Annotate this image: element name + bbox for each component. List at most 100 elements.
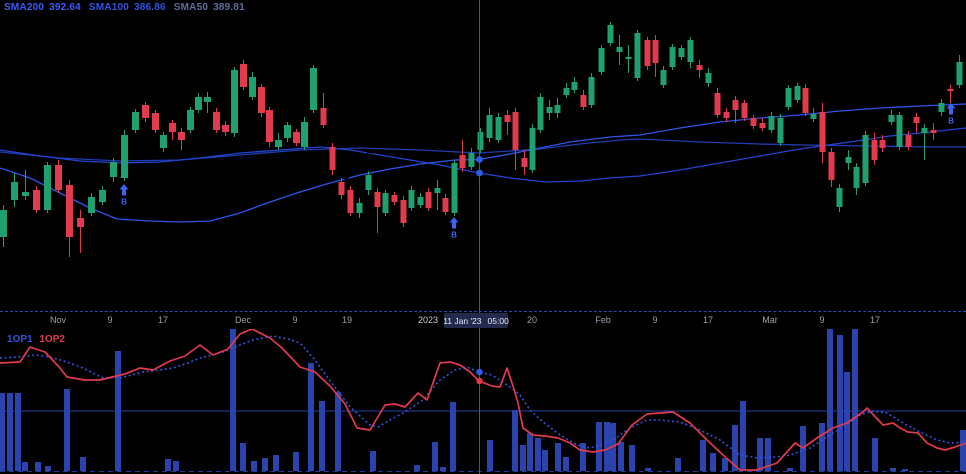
price-pane[interactable]: B S S B S B SMA200 392.64 SMA100 386.86 SMA50 38…	[0, 0, 966, 311]
candle-body	[293, 132, 300, 143]
sell-arrow-icon	[364, 160, 374, 172]
volume-bar	[240, 443, 246, 471]
candle-body	[320, 108, 327, 125]
time-axis-label: 9	[652, 315, 658, 325]
candle-body	[275, 140, 282, 147]
crosshair-op1-dot	[476, 368, 483, 376]
sma50-line	[0, 103, 966, 223]
candle-body	[687, 40, 694, 62]
volume-bar	[542, 450, 548, 471]
volume-bar	[700, 440, 706, 471]
sma100-label[interactable]: SMA100	[88, 2, 129, 13]
buy-arrow-icon	[119, 184, 129, 196]
candle-body	[705, 73, 712, 83]
candle-body	[634, 33, 641, 78]
volume-bar	[64, 389, 70, 471]
op2-label[interactable]: 1OP2	[39, 334, 65, 345]
candle-body	[382, 193, 389, 213]
candle-body	[495, 117, 502, 140]
candle-body	[160, 135, 167, 148]
candle-body	[11, 182, 18, 200]
volume-bar	[890, 468, 896, 471]
sma200-label[interactable]: SMA200	[4, 2, 45, 13]
volume-bar	[0, 393, 5, 471]
volume-bar	[308, 363, 314, 471]
candle-body	[956, 62, 963, 85]
candle-body	[616, 47, 623, 52]
volume-oscillator-pane[interactable]: 1OP1 1OP2	[0, 329, 966, 474]
volume-bar	[580, 443, 586, 471]
candle-body	[768, 116, 775, 130]
time-axis-label: 19	[341, 315, 353, 325]
time-axis-label: 9	[819, 315, 825, 325]
volume-bar	[837, 335, 843, 471]
candle-body	[434, 188, 441, 193]
candle-body	[310, 68, 317, 110]
volume-bar	[335, 392, 341, 471]
time-axis-label: 17	[157, 315, 169, 325]
candle-body	[213, 112, 220, 130]
candle-body	[930, 130, 937, 133]
volume-bar	[535, 438, 541, 471]
time-axis[interactable]: Nov 9 17 Dec 9 19 2023 20 Feb 9 17 Mar 9 17 11 Jan '2…	[0, 311, 966, 330]
volume-bar	[45, 466, 51, 471]
candle-body	[22, 192, 29, 196]
tooltip-time: 05:00	[487, 315, 509, 326]
time-axis-label: Nov	[49, 315, 67, 325]
volume-chart[interactable]	[0, 329, 966, 474]
sell-marker: S	[364, 151, 374, 172]
sell-label: S	[366, 151, 372, 160]
volume-bar	[629, 445, 635, 471]
candle-body	[249, 77, 256, 97]
candle-body	[142, 105, 149, 118]
candle-body	[451, 163, 458, 213]
sell-label: S	[343, 160, 349, 169]
candle-body	[537, 97, 544, 130]
sma50-label[interactable]: SMA50	[173, 2, 209, 13]
tooltip-date: 11 Jan '23	[443, 315, 482, 326]
candle-body	[347, 190, 354, 213]
candle-body	[607, 25, 614, 43]
volume-bar	[645, 468, 651, 471]
buy-marker: B	[946, 103, 956, 126]
candle-body	[121, 135, 128, 178]
volume-bar	[722, 458, 728, 471]
candle-body	[652, 40, 659, 63]
volume-bar	[15, 393, 21, 471]
candle-body	[571, 82, 578, 90]
buy-marker: B	[449, 217, 459, 240]
time-axis-label: 9	[292, 315, 298, 325]
volume-bar	[370, 451, 376, 471]
sma-legend: SMA200 392.64 SMA100 386.86 SMA50 389.81	[4, 2, 250, 13]
volume-bar	[604, 422, 610, 471]
op1-dotted-line	[0, 335, 966, 459]
crosshair-sma-dot	[476, 169, 483, 177]
candle-body	[231, 70, 238, 133]
buy-label: B	[121, 198, 127, 207]
candle-body	[44, 165, 51, 210]
candle-body	[152, 113, 159, 130]
candle-body	[913, 117, 920, 123]
volume-bar	[844, 372, 850, 471]
candle-body	[417, 197, 424, 205]
volume-bar	[710, 453, 716, 471]
candle-body	[408, 190, 415, 208]
candle-body	[696, 65, 703, 70]
sma100-value: 386.86	[134, 2, 166, 13]
candle-body	[459, 155, 466, 168]
volume-bar	[115, 351, 121, 471]
candle-body	[669, 47, 676, 67]
op1-label[interactable]: 1OP1	[7, 334, 33, 345]
volume-bar	[520, 445, 526, 471]
volume-bar	[80, 457, 86, 471]
price-chart[interactable]: B S S B S B	[0, 0, 966, 311]
candle-body	[477, 132, 484, 150]
candle-body	[921, 128, 928, 133]
candle-body	[879, 140, 886, 148]
candle-body	[588, 77, 595, 105]
candle-body	[678, 48, 685, 57]
volume-bar	[165, 459, 171, 471]
time-axis-label: 17	[869, 315, 881, 325]
candle-body	[853, 167, 860, 188]
candlestick-series	[0, 22, 963, 257]
